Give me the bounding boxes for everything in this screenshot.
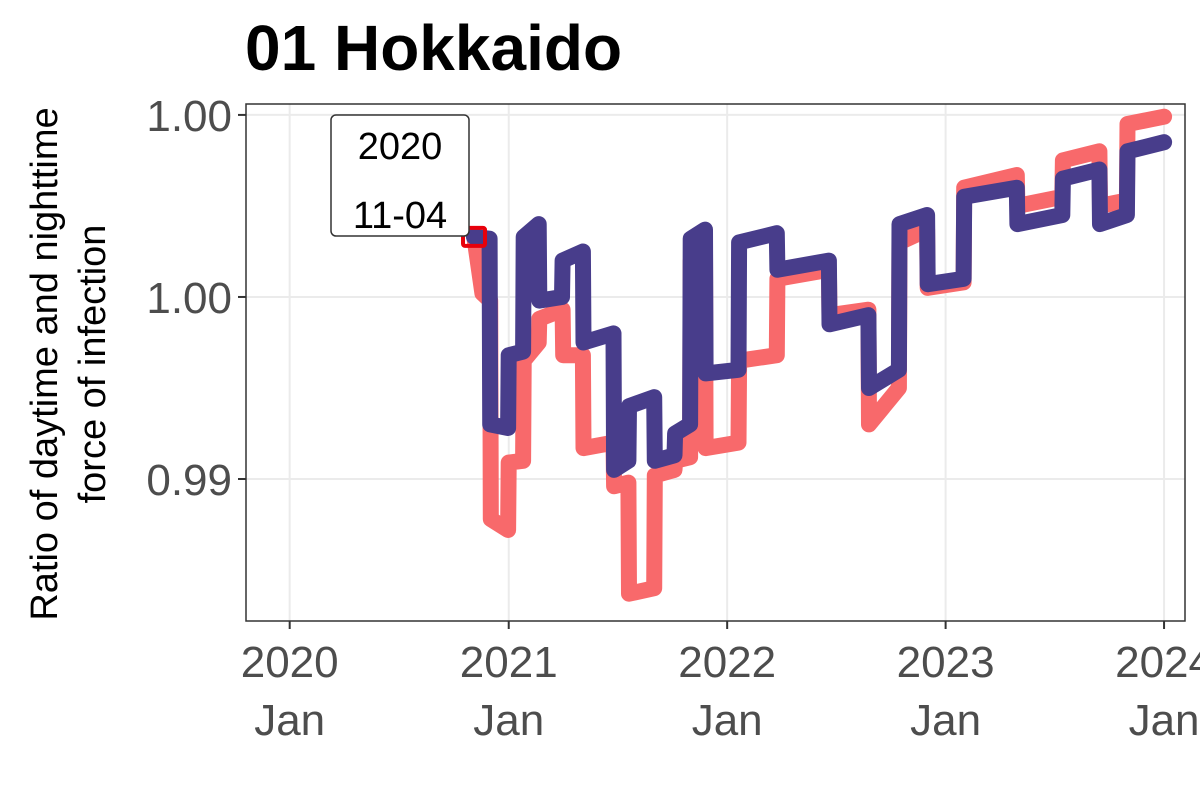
- annotation-label-year: 2020: [358, 126, 443, 168]
- annotation-label-box: [330, 114, 470, 237]
- x-tick-label-year-4: 2024: [1115, 638, 1200, 687]
- x-tick-label-year-3: 2023: [897, 638, 995, 687]
- y-axis-label-group: Ratio of daytime and nighttime force of …: [24, 107, 114, 620]
- y-axis-label-line-1: Ratio of daytime and nighttime: [24, 107, 66, 620]
- annotation-label-date: 11-04: [353, 195, 447, 237]
- x-tick-label-year-1: 2021: [460, 638, 558, 687]
- y-axis-ticks: 0.99 1.00 1.00: [146, 92, 246, 505]
- x-tick-label-year-2: 2022: [678, 638, 776, 687]
- plot-panel-border: [245, 103, 1186, 622]
- annotation-marker: [461, 225, 488, 248]
- y-axis-label-line-2: force of infection: [72, 225, 114, 504]
- series-group: [466, 108, 1173, 602]
- x-tick-label-month-4: Jan: [1129, 696, 1200, 745]
- y-tick-label-2: 1.00: [146, 92, 232, 141]
- x-axis-ticks: 2020 Jan 2021 Jan 2022 Jan 2023 Jan 2024 Jan: [241, 621, 1200, 745]
- y-tick-label-0: 0.99: [146, 456, 232, 505]
- x-tick-label-month-3: Jan: [910, 696, 981, 745]
- annotation-group: 2020 11-04: [330, 114, 488, 248]
- x-tick-label-month-0: Jan: [254, 696, 325, 745]
- x-tick-label-month-2: Jan: [692, 696, 763, 745]
- x-tick-label-month-1: Jan: [473, 696, 544, 745]
- y-tick-label-1: 1.00: [146, 274, 232, 323]
- x-tick-label-year-0: 2020: [241, 638, 339, 687]
- series-line-1: [466, 134, 1173, 478]
- chart-title: 01 Hokkaido: [245, 12, 622, 84]
